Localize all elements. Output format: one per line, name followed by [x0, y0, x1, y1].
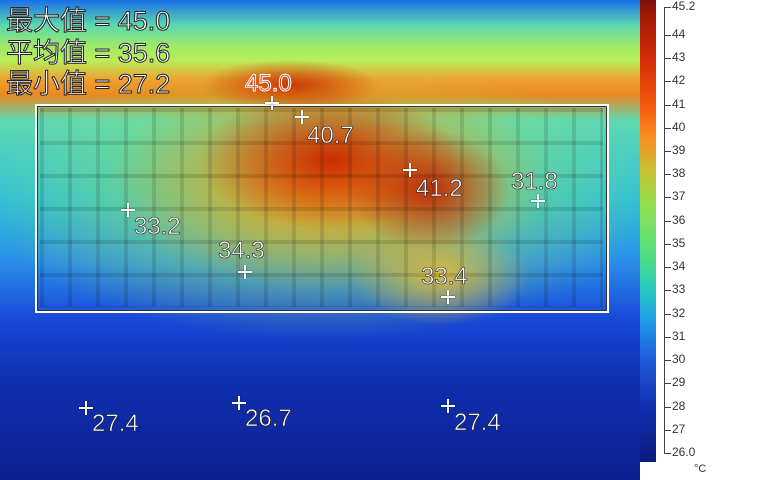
temperature-label: 40.7	[307, 122, 354, 150]
measurement-region	[35, 104, 609, 313]
temperature-label: 33.2	[134, 213, 181, 241]
scale-tick-label: 39	[672, 143, 686, 158]
scale-tick-label: 40	[672, 119, 686, 134]
scale-tick-label: 28	[672, 398, 686, 413]
measurement-crosshair	[79, 401, 93, 415]
scale-tick	[664, 81, 671, 83]
temperature-label: 27.4	[454, 409, 501, 437]
scale-tick-label: 42	[672, 73, 686, 88]
temperature-label: 26.7	[245, 405, 292, 433]
scale-tick	[664, 429, 671, 431]
scale-tick	[664, 383, 671, 385]
scale-tick-label: 34	[672, 259, 686, 274]
color-scale-axis	[664, 7, 665, 453]
thermal-image: 最大值 = 45.0 平均值 = 35.6 最小值 = 27.2 45.0 40.…	[0, 0, 640, 480]
color-scale-bar	[640, 0, 656, 462]
temperature-label: 45.0	[245, 70, 293, 98]
scale-tick-label: 30	[672, 352, 686, 367]
scale-tick	[664, 243, 671, 245]
scale-tick	[664, 267, 671, 269]
scale-tick-label: 43	[672, 50, 686, 65]
scale-tick	[664, 453, 671, 454]
scale-tick-label: 27	[672, 421, 686, 436]
scale-tick-label: 36	[672, 212, 686, 227]
temperature-label: 27.4	[92, 410, 139, 438]
scale-tick-label: 31	[672, 328, 686, 343]
measurement-crosshair	[441, 399, 455, 413]
max-value-stat: 最大值 = 45.0	[5, 6, 171, 37]
scale-tick	[664, 406, 671, 408]
measurement-crosshair	[531, 194, 545, 208]
scale-tick-label: 38	[672, 166, 686, 181]
scale-tick	[664, 174, 671, 176]
measurement-crosshair	[441, 290, 455, 304]
scale-tick-label: 44	[672, 26, 686, 41]
avg-value-stat: 平均值 = 35.6	[5, 38, 171, 69]
temperature-label: 31.8	[511, 168, 558, 196]
scale-tick-label: 41	[672, 96, 686, 111]
keyboard-heat-pattern	[40, 108, 603, 307]
scale-tick-label: 33	[672, 282, 686, 297]
scale-tick	[664, 197, 671, 199]
scale-tick	[664, 220, 671, 222]
scale-tick-label: 29	[672, 375, 686, 390]
scale-tick-label: 37	[672, 189, 686, 204]
scale-tick	[664, 336, 671, 338]
scale-tick-label: 45.2	[672, 0, 696, 13]
temperature-label: 41.2	[416, 175, 463, 203]
scale-tick-label: 26.0	[672, 445, 696, 459]
measurement-crosshair	[232, 396, 246, 410]
measurement-crosshair	[238, 265, 252, 279]
min-value-stat: 最小值 = 27.2	[5, 69, 171, 100]
scale-tick	[664, 360, 671, 362]
unit-label: °C	[694, 463, 707, 475]
scale-tick	[664, 313, 671, 315]
measurement-crosshair	[121, 203, 135, 217]
scale-tick	[664, 151, 671, 153]
scale-tick	[664, 7, 671, 8]
temperature-label: 33.4	[421, 263, 468, 291]
scale-tick	[664, 104, 671, 106]
temperature-label: 34.3	[218, 237, 265, 265]
scale-tick	[664, 127, 671, 129]
scale-tick	[664, 58, 671, 60]
scale-tick-label: 35	[672, 235, 686, 250]
scale-tick	[664, 34, 671, 36]
measurement-crosshair	[403, 163, 417, 177]
scale-tick	[664, 290, 671, 292]
measurement-crosshair	[265, 96, 279, 110]
measurement-crosshair	[295, 110, 309, 124]
scale-tick-label: 32	[672, 305, 686, 320]
